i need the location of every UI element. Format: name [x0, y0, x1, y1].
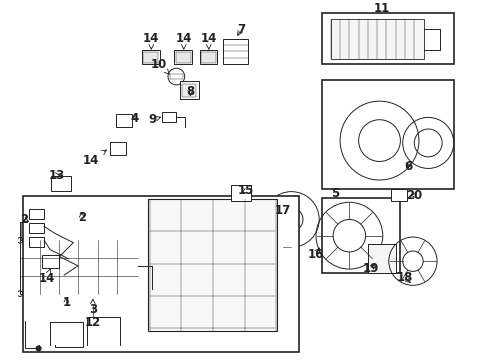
- Bar: [321, 198, 400, 273]
- Bar: [174, 50, 192, 64]
- Text: 18: 18: [397, 271, 413, 284]
- Text: 17: 17: [275, 204, 291, 217]
- Text: 4: 4: [130, 112, 139, 125]
- Text: 12: 12: [85, 316, 101, 329]
- Bar: [391, 189, 407, 201]
- Bar: [321, 80, 454, 189]
- Bar: [29, 209, 44, 220]
- Text: 14: 14: [143, 32, 159, 49]
- Text: 3: 3: [89, 299, 97, 316]
- Bar: [144, 51, 158, 63]
- Text: 14: 14: [83, 150, 106, 167]
- Text: 16: 16: [307, 248, 324, 261]
- Bar: [51, 176, 71, 191]
- Text: 19: 19: [363, 262, 379, 275]
- Bar: [116, 114, 132, 127]
- Bar: [67, 209, 110, 239]
- Bar: [22, 223, 63, 251]
- Text: 20: 20: [406, 189, 422, 202]
- Bar: [142, 50, 160, 64]
- Text: 5: 5: [331, 188, 340, 201]
- Bar: [180, 81, 198, 99]
- Bar: [201, 51, 216, 63]
- Text: 11: 11: [374, 2, 390, 15]
- Text: 10: 10: [151, 58, 169, 74]
- Bar: [42, 255, 59, 268]
- Bar: [321, 13, 454, 64]
- Text: 7: 7: [237, 23, 245, 36]
- Text: 14: 14: [38, 269, 55, 285]
- Text: 14: 14: [200, 32, 217, 49]
- Text: 13: 13: [49, 169, 65, 182]
- Text: 2: 2: [77, 211, 86, 224]
- Text: 8: 8: [186, 85, 195, 98]
- Bar: [68, 210, 109, 238]
- Bar: [368, 244, 396, 273]
- Text: 1: 1: [62, 296, 71, 309]
- Circle shape: [36, 346, 41, 351]
- Text: 9: 9: [148, 113, 161, 126]
- Bar: [20, 222, 64, 252]
- Text: 15: 15: [238, 184, 254, 197]
- Text: 14: 14: [175, 32, 192, 49]
- Bar: [170, 74, 183, 79]
- Bar: [199, 50, 217, 64]
- Bar: [331, 19, 423, 59]
- Bar: [23, 196, 299, 352]
- Bar: [231, 185, 250, 201]
- Bar: [147, 199, 277, 331]
- Bar: [182, 84, 196, 96]
- Bar: [162, 112, 176, 122]
- Text: 6: 6: [404, 159, 413, 172]
- Bar: [176, 51, 191, 63]
- Bar: [29, 223, 44, 233]
- Bar: [86, 281, 107, 298]
- Bar: [20, 240, 138, 294]
- Text: 2: 2: [21, 213, 29, 226]
- Bar: [223, 39, 248, 64]
- Bar: [110, 141, 126, 154]
- Bar: [29, 237, 44, 247]
